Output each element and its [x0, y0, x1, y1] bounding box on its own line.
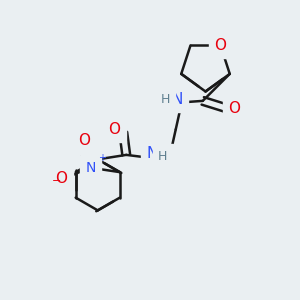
Text: O: O	[78, 133, 90, 148]
Text: H: H	[160, 93, 170, 106]
Text: H: H	[158, 150, 167, 163]
Text: −: −	[52, 176, 62, 186]
Text: O: O	[228, 101, 240, 116]
Text: N: N	[172, 92, 183, 107]
Text: O: O	[55, 171, 67, 186]
Text: O: O	[108, 122, 120, 137]
Text: O: O	[214, 38, 226, 53]
Text: N: N	[85, 160, 96, 175]
Text: +: +	[98, 153, 106, 163]
Text: N: N	[146, 146, 158, 161]
